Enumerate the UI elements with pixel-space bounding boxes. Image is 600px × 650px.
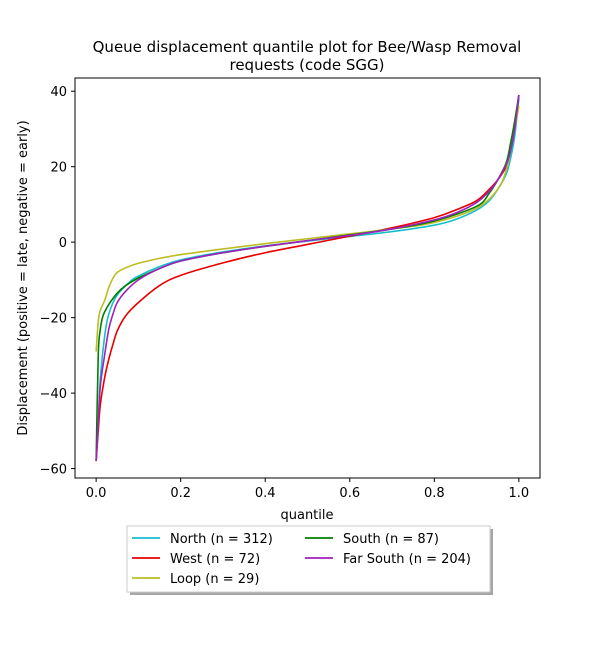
legend-label-4: Far South (n = 204) xyxy=(343,552,471,567)
y-tick-label-3: 0 xyxy=(59,236,67,251)
legend-items: North (n = 312) West (n = 72) Loop (n = 29… xyxy=(132,532,471,587)
series-line-3 xyxy=(95,94,520,462)
x-tick-label-5: 1.0 xyxy=(509,486,530,501)
series-line-4 xyxy=(95,94,520,462)
y-axis-ticks: −60 −40 −20 0 20 40 xyxy=(40,85,75,478)
y-tick-label-2: −20 xyxy=(40,312,67,327)
legend-label-3: South (n = 87) xyxy=(343,532,439,547)
x-tick-label-2: 0.4 xyxy=(255,486,276,501)
y-tick-label-5: 40 xyxy=(50,85,67,100)
x-tick-label-0: 0.0 xyxy=(86,486,107,501)
chart-title-line-1: Queue displacement quantile plot for Bee… xyxy=(93,38,522,56)
x-tick-label-4: 0.8 xyxy=(424,486,445,501)
x-axis-ticks: 0.0 0.2 0.4 0.6 0.8 1.0 xyxy=(86,478,529,501)
series-line-0 xyxy=(95,98,520,462)
series-lines xyxy=(95,94,520,462)
y-tick-label-4: 20 xyxy=(50,161,67,176)
chart-title-line-2: requests (code SGG) xyxy=(229,56,384,74)
y-tick-label-1: −40 xyxy=(40,387,67,402)
legend-box xyxy=(126,525,491,593)
y-axis-label: Displacement (positive = late, negative … xyxy=(16,120,31,435)
series-line-1 xyxy=(95,94,520,462)
x-tick-label-3: 0.6 xyxy=(339,486,360,501)
x-tick-label-1: 0.2 xyxy=(170,486,191,501)
legend: North (n = 312) West (n = 72) Loop (n = 29… xyxy=(126,525,493,595)
plot-frame xyxy=(74,77,541,479)
series-line-2 xyxy=(95,106,520,352)
legend-label-2: Loop (n = 29) xyxy=(170,572,259,587)
legend-label-0: North (n = 312) xyxy=(170,532,273,547)
x-axis-label: quantile xyxy=(280,508,333,523)
legend-label-1: West (n = 72) xyxy=(170,552,260,567)
y-tick-label-0: −60 xyxy=(40,463,67,478)
